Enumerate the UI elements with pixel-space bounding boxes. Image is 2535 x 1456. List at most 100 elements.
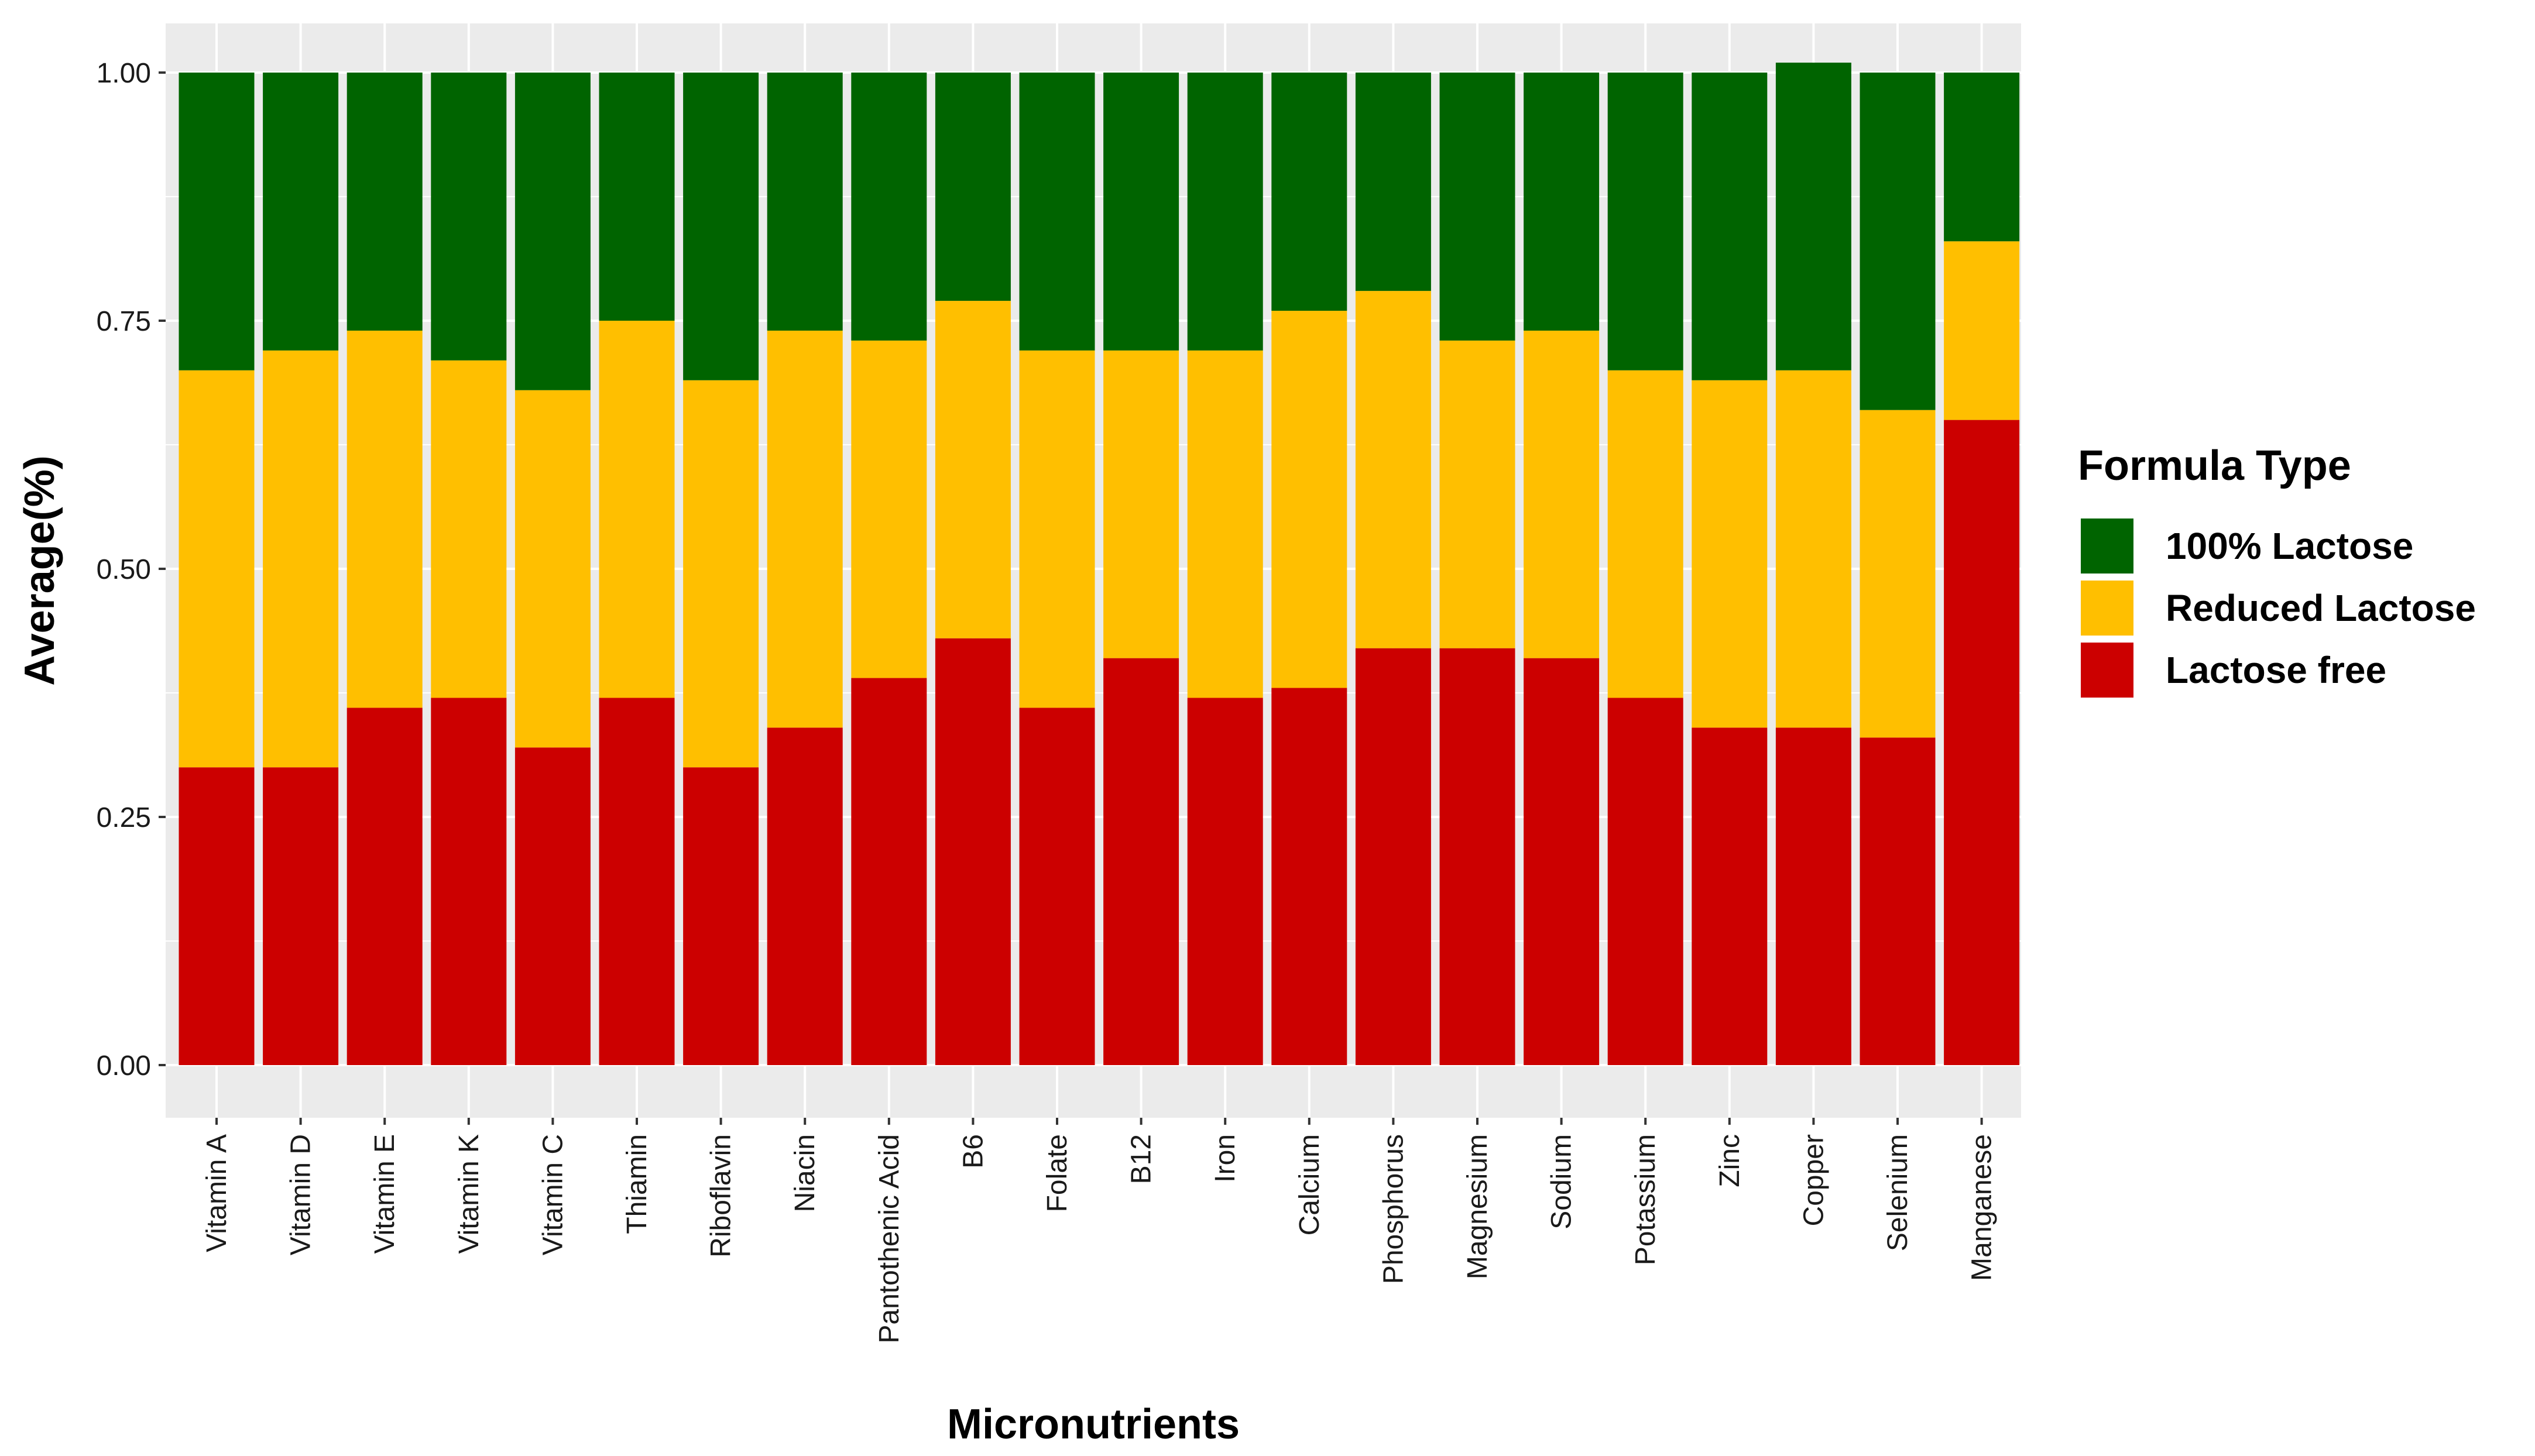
bar-segment xyxy=(599,73,675,321)
legend-title: Formula Type xyxy=(2078,442,2351,489)
bar-segment xyxy=(1692,380,1768,728)
bar-segment xyxy=(1439,340,1515,648)
legend-key xyxy=(2078,516,2136,576)
bar-segment xyxy=(935,301,1011,638)
x-tick-label: B6 xyxy=(958,1134,989,1169)
x-tick-label: Magnesium xyxy=(1462,1134,1493,1279)
bar-segment xyxy=(935,638,1011,1065)
x-tick-label: Calcium xyxy=(1294,1134,1325,1235)
bar-segment xyxy=(1355,73,1431,291)
bar-segment xyxy=(263,73,339,351)
bar-segment xyxy=(1355,648,1431,1065)
bar-segment xyxy=(1103,350,1179,658)
y-tick-label: 0.75 xyxy=(97,306,151,337)
bar-segment xyxy=(347,73,423,331)
bar-segment xyxy=(1019,350,1095,708)
x-tick-label: Pantothenic Acid xyxy=(874,1134,905,1344)
legend: Formula Type 100% Lactose Reduced Lactose… xyxy=(2078,442,2476,700)
bar-segment xyxy=(514,747,591,1065)
bar-segment xyxy=(1103,73,1179,351)
x-tick-label: Phosphorus xyxy=(1378,1134,1409,1284)
bar-segment xyxy=(1103,658,1179,1065)
bar-segment xyxy=(1271,688,1347,1065)
x-tick-label: Vitamin D xyxy=(286,1134,317,1255)
bar-segment xyxy=(1944,420,2020,1065)
bar-segment xyxy=(1944,73,2020,242)
y-axis-title: Average(%) xyxy=(16,455,63,685)
bar-segment xyxy=(1524,73,1600,331)
x-axis-title: Micronutrients xyxy=(947,1401,1240,1448)
bar-segment xyxy=(1607,73,1683,370)
bar-segment xyxy=(1944,241,2020,420)
x-tick-label: Vitamin K xyxy=(454,1134,485,1254)
bar-segment xyxy=(1607,698,1683,1065)
bar-segment xyxy=(1271,311,1347,688)
bar-segment xyxy=(263,350,339,768)
bar-segment xyxy=(851,678,927,1065)
y-axis: 0.00 0.25 0.50 0.75 1.00 xyxy=(97,58,166,1081)
legend-label: 100% Lactose xyxy=(2166,525,2413,567)
bar-segment xyxy=(599,321,675,698)
bar-segment xyxy=(767,330,843,728)
bar-segment xyxy=(851,73,927,341)
bar-segment xyxy=(683,73,759,380)
legend-key xyxy=(2078,640,2136,700)
x-tick-label: Selenium xyxy=(1882,1134,1913,1251)
x-tick-label: Sodium xyxy=(1546,1134,1577,1230)
x-tick-label: Vitamin E xyxy=(369,1134,400,1254)
bar-segment xyxy=(1439,648,1515,1065)
bar-segment xyxy=(514,73,591,390)
bar-segment xyxy=(1775,727,1851,1065)
bar-segment xyxy=(1019,708,1095,1065)
x-tick-label: Potassium xyxy=(1630,1134,1661,1265)
bar-segment xyxy=(1187,73,1263,351)
bar-segment xyxy=(767,73,843,331)
legend-label: Lactose free xyxy=(2166,649,2386,691)
x-tick-label: Thiamin xyxy=(622,1134,653,1234)
bar-segment xyxy=(1524,658,1600,1065)
bar-segment xyxy=(1271,73,1347,311)
bar-segment xyxy=(1860,737,1936,1065)
x-tick-label: Folate xyxy=(1042,1134,1073,1212)
x-tick-label: Vitamin A xyxy=(201,1134,232,1252)
bar-segment xyxy=(683,767,759,1065)
x-tick-label: Manganese xyxy=(1967,1134,1998,1281)
bar-segment xyxy=(1439,73,1515,341)
bar-segment xyxy=(1775,63,1851,370)
bars xyxy=(179,63,2020,1065)
x-axis: Vitamin A Vitamin D Vitamin E Vitamin K Vita… xyxy=(201,1118,1998,1344)
bar-segment xyxy=(347,330,423,708)
y-tick-label: 1.00 xyxy=(97,58,151,89)
y-tick-label: 0.00 xyxy=(97,1050,151,1081)
bar-segment xyxy=(1019,73,1095,351)
bar-segment xyxy=(1187,350,1263,698)
bar-segment xyxy=(1692,73,1768,380)
bar-segment xyxy=(514,390,591,748)
x-tick-label: Iron xyxy=(1210,1134,1241,1183)
x-tick-label: B12 xyxy=(1126,1134,1157,1184)
bar-segment xyxy=(347,708,423,1065)
bar-segment xyxy=(431,73,507,360)
bar-segment xyxy=(767,727,843,1065)
y-tick-label: 0.50 xyxy=(97,554,151,585)
x-tick-label: Niacin xyxy=(790,1134,821,1212)
x-tick-label: Zinc xyxy=(1714,1134,1745,1187)
bar-segment xyxy=(683,380,759,768)
bar-segment xyxy=(179,767,255,1065)
bar-segment xyxy=(431,360,507,698)
bar-segment xyxy=(1860,73,1936,410)
bar-segment xyxy=(1524,330,1600,658)
bar-segment xyxy=(851,340,927,678)
bar-segment xyxy=(1860,410,1936,738)
legend-key xyxy=(2078,578,2136,638)
bar-segment xyxy=(1775,370,1851,728)
x-tick-label: Copper xyxy=(1798,1134,1829,1226)
bar-segment xyxy=(1187,698,1263,1065)
bar-segment xyxy=(431,698,507,1065)
x-tick-label: Riboflavin xyxy=(706,1134,737,1258)
bar-segment xyxy=(1607,370,1683,698)
legend-label: Reduced Lactose xyxy=(2166,587,2476,629)
bar-segment xyxy=(263,767,339,1065)
bar-segment xyxy=(599,698,675,1065)
